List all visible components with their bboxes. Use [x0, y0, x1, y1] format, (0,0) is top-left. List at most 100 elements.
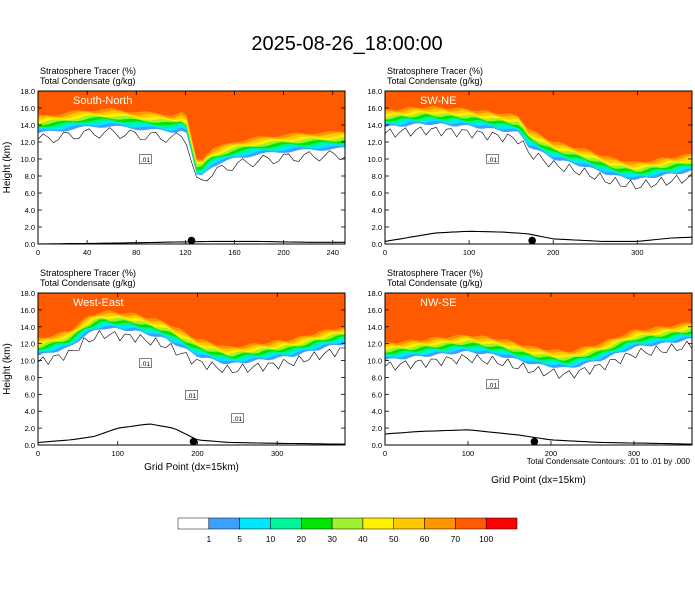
y-tick-label: 10.0: [367, 357, 382, 366]
y-tick-label: 0.0: [25, 441, 35, 450]
y-tick-label: 6.0: [372, 189, 382, 198]
y-tick-label: 12.0: [20, 340, 35, 349]
contour-label: .01: [141, 361, 150, 368]
y-tick-label: 4.0: [372, 206, 382, 215]
condensate-contour: [38, 329, 345, 374]
y-tick-label: 10.0: [20, 155, 35, 164]
x-tick-label: 240: [326, 248, 339, 257]
panel-subtitle-line: Stratosphere Tracer (%): [40, 268, 136, 278]
plot-frame: [37, 292, 346, 446]
y-tick-label: 2.0: [372, 223, 382, 232]
colorbar-label: 100: [479, 534, 493, 544]
location-marker: [187, 236, 196, 245]
panels-group: Stratosphere Tracer (%)Total Condensate …: [2, 66, 693, 486]
y-tick-label: 14.0: [20, 121, 35, 130]
tracer-band: [385, 91, 692, 163]
colorbar-swatch: [301, 517, 333, 530]
colorbar-label: 60: [420, 534, 430, 544]
x-tick-label: 160: [228, 248, 241, 257]
x-tick-label: 100: [462, 449, 475, 458]
y-tick-label: 16.0: [20, 306, 35, 315]
x-tick-label: 200: [277, 248, 290, 257]
y-tick-label: 12.0: [20, 138, 35, 147]
panel-subtitle-line: Stratosphere Tracer (%): [387, 66, 483, 76]
contour-label-box: [231, 413, 244, 423]
y-tick-label: 2.0: [25, 223, 35, 232]
tracer-band: [385, 293, 692, 353]
x-tick-label: 200: [191, 449, 204, 458]
contour-footnote: Total Condensate Contours: .01 to .01 by…: [527, 457, 691, 466]
location-marker: [528, 236, 536, 245]
y-tick-label: 6.0: [25, 390, 35, 399]
colorbar-swatch: [208, 517, 240, 530]
y-tick-label: 4.0: [25, 206, 35, 215]
x-tick-label: 200: [547, 248, 560, 257]
tracer-fill: .01 .01 .01: [38, 293, 345, 445]
y-tick-label: 16.0: [20, 104, 35, 113]
y-tick-label: 8.0: [372, 172, 382, 181]
plot-frame: [384, 292, 693, 446]
contour-label-box: [139, 154, 152, 164]
x-tick-label: 0: [36, 449, 40, 458]
contour-label-box: [185, 390, 198, 400]
colorbar-label: 40: [358, 534, 368, 544]
terrain-line: [385, 429, 692, 445]
panel-subtitle-line: Stratosphere Tracer (%): [40, 66, 136, 76]
y-tick-label: 16.0: [367, 306, 382, 315]
x-tick-label: 40: [83, 248, 91, 257]
plot-frame: [384, 90, 693, 245]
y-tick-label: 6.0: [372, 390, 382, 399]
y-tick-label: 0.0: [25, 240, 35, 249]
panel-west-east: Stratosphere Tracer (%)Total Condensate …: [2, 268, 346, 473]
y-tick-label: 18.0: [20, 87, 35, 96]
panel-subtitle-line: Stratosphere Tracer (%): [387, 268, 483, 278]
x-tick-label: 300: [628, 449, 641, 458]
condensate-contour: [38, 127, 345, 182]
y-tick-label: 12.0: [367, 340, 382, 349]
panel-subtitle-line: Total Condensate (g/kg): [387, 278, 483, 288]
plot-frame: [37, 90, 346, 245]
x-tick-label: 200: [545, 449, 558, 458]
panel-label: NW-SE: [420, 297, 456, 309]
colorbar-swatch: [424, 517, 456, 530]
y-tick-label: 8.0: [25, 172, 35, 181]
colorbar-swatch: [455, 517, 487, 530]
y-tick-label: 14.0: [367, 121, 382, 130]
panel-subtitle-line: Total Condensate (g/kg): [40, 76, 136, 86]
figure-title: 2025-08-26_18:00:00: [251, 33, 442, 55]
y-tick-label: 14.0: [367, 323, 382, 332]
colorbar-swatch: [331, 517, 364, 530]
y-tick-label: 18.0: [367, 289, 382, 298]
colorbar-label: 50: [389, 534, 399, 544]
x-tick-label: 120: [179, 248, 192, 257]
colorbar-label: 30: [327, 534, 337, 544]
condensate-contour: [385, 340, 692, 379]
terrain-line: [385, 230, 692, 242]
y-tick-label: 10.0: [367, 155, 382, 164]
colorbar-swatch: [362, 517, 394, 530]
y-tick-label: 2.0: [372, 424, 382, 433]
y-tick-label: 18.0: [367, 87, 382, 96]
contour-label: .01: [488, 157, 497, 164]
x-tick-label: 300: [631, 248, 644, 257]
colorbar-swatch: [270, 517, 302, 530]
contour-label: .01: [233, 416, 242, 423]
colorbar-label: 20: [297, 534, 307, 544]
y-tick-label: 0.0: [372, 441, 382, 450]
y-axis-label: Height (km): [2, 343, 13, 395]
contour-label: .01: [187, 393, 196, 400]
terrain-line: [38, 423, 345, 445]
x-axis-label: Grid Point (dx=15km): [144, 462, 239, 473]
panel-label: West-East: [73, 297, 124, 309]
location-marker: [530, 437, 539, 446]
y-tick-label: 10.0: [20, 357, 35, 366]
location-marker: [189, 437, 198, 446]
y-tick-label: 2.0: [25, 424, 35, 433]
contour-label-box: [486, 379, 499, 390]
y-tick-label: 4.0: [372, 407, 382, 416]
tracer-band: [38, 293, 345, 348]
colorbar-label: 70: [451, 534, 461, 544]
colorbar-label: 1: [206, 534, 211, 544]
y-tick-label: 4.0: [25, 407, 35, 416]
